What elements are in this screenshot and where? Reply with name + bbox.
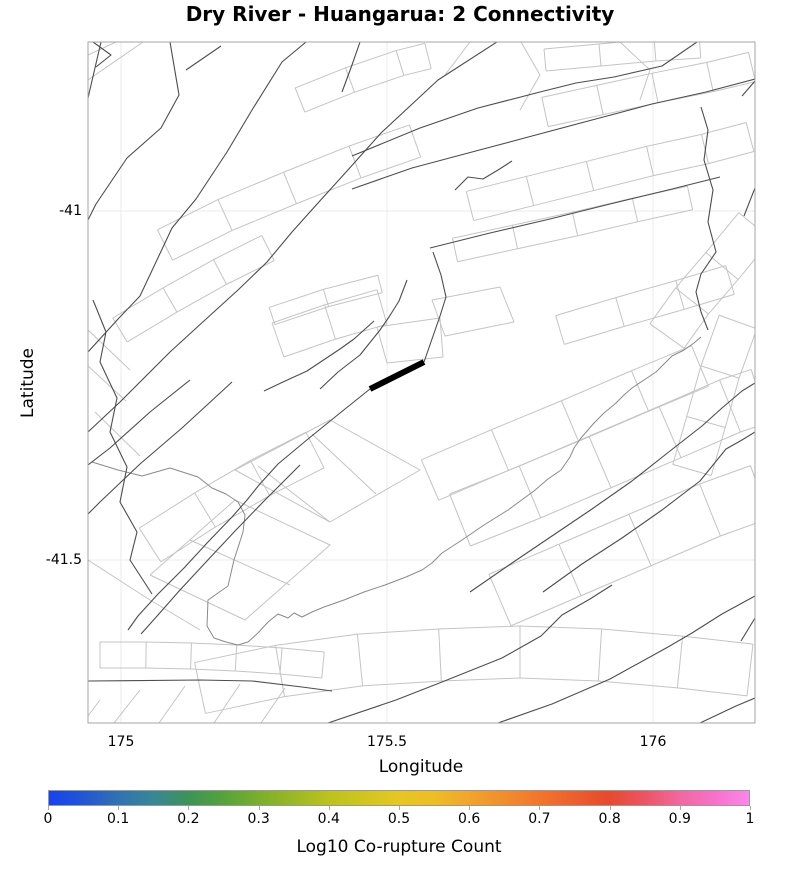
colorbar-tick-mark	[469, 806, 471, 810]
y-tick-label: -41.5	[45, 552, 82, 568]
colorbar-tick-label: 0.7	[528, 811, 551, 827]
colorbar-tick-mark	[48, 806, 49, 810]
colorbar	[48, 790, 750, 806]
colorbar-tick-label: 0.8	[598, 811, 621, 827]
colorbar-tick-mark	[539, 806, 541, 810]
y-tick-label: -41	[59, 203, 82, 219]
colorbar-tick-label: 1	[745, 811, 755, 827]
colorbar-tick-mark	[118, 806, 120, 810]
colorbar-tick-mark	[750, 806, 751, 810]
colorbar-tick-label: 0.1	[107, 811, 130, 827]
colorbar-tick-mark	[399, 806, 400, 810]
colorbar-label: Log10 Co-rupture Count	[296, 837, 502, 857]
x-tick-label: 175	[107, 734, 135, 750]
colorbar-tick-label: 0.3	[247, 811, 270, 827]
colorbar-tick-mark	[258, 806, 260, 810]
colorbar-tick-mark	[328, 806, 330, 810]
colorbar-tick-label: 0.5	[387, 811, 411, 827]
colorbar-tick-mark	[609, 806, 611, 810]
colorbar-tick-mark	[188, 806, 190, 810]
y-axis-label: Latitude	[18, 348, 38, 418]
colorbar-tick-label: 0.9	[668, 811, 691, 827]
figure-title: Dry River - Huangarua: 2 Connectivity	[185, 2, 615, 26]
x-tick-label: 176	[639, 734, 667, 750]
colorbar-tick-mark	[679, 806, 681, 810]
colorbar-tick-label: 0.4	[317, 811, 340, 827]
x-tick-label: 175.5	[366, 734, 408, 750]
colorbar-tick-label: 0	[43, 811, 53, 827]
colorbar-tick-label: 0.2	[177, 811, 200, 827]
colorbar-tick-label: 0.6	[458, 811, 481, 827]
x-axis-label: Longitude	[378, 757, 464, 777]
